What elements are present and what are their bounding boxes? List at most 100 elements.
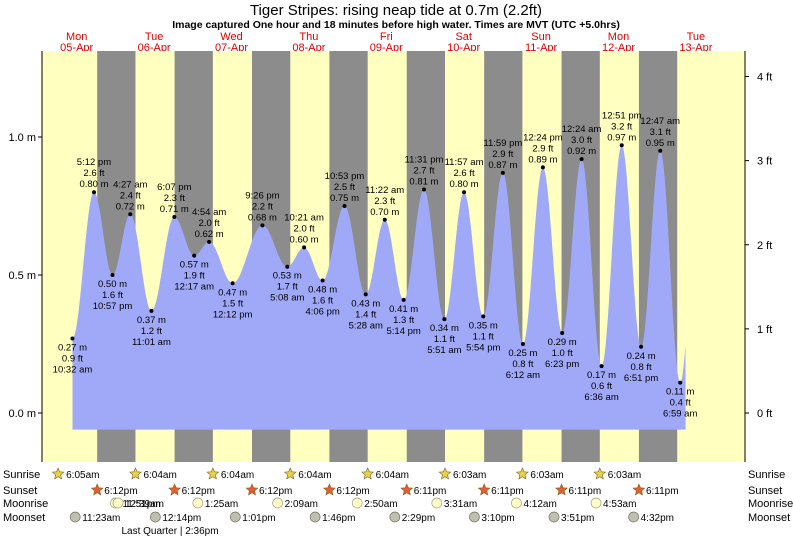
- sunset-icon: [245, 483, 259, 496]
- low-tide-m: 0.57 m: [180, 260, 209, 271]
- moonset-icon: [150, 511, 161, 523]
- extreme-dot: [678, 380, 683, 385]
- sunrise-icon: [593, 467, 607, 480]
- low-tide-ft: 1.0 ft: [552, 348, 573, 359]
- moonrise-time: 1:25am: [205, 499, 238, 510]
- moonrise-icon: [192, 497, 204, 509]
- low-tide-time: 5:54 pm: [466, 342, 500, 353]
- extreme-dot: [128, 212, 133, 217]
- low-tide-ft: 1.3 ft: [393, 315, 414, 326]
- moonrise-time: 2:50am: [364, 499, 397, 510]
- right-tick-label: 1 ft: [757, 324, 772, 336]
- extreme-dot: [207, 239, 212, 244]
- sunset-time: 6:11pm: [569, 486, 602, 497]
- moonrise-row-label-right: Moonrise: [748, 498, 793, 510]
- high-tide-ft: 2.6 ft: [83, 168, 104, 179]
- high-tide-time: 12:51 pm: [602, 110, 642, 121]
- sunrise-time: 6:03am: [453, 470, 486, 481]
- high-tide-ft: 2.7 ft: [413, 165, 434, 176]
- weekday-label: Fri: [380, 31, 393, 43]
- sunset-time: 6:12pm: [182, 486, 215, 497]
- high-tide-time: 11:59 pm: [483, 138, 522, 149]
- moonrise-icon: [431, 497, 443, 509]
- extreme-dot: [363, 292, 368, 297]
- sunset-icon: [632, 483, 646, 496]
- high-tide-time: 9:26 pm: [245, 190, 279, 201]
- low-tide-time: 12:17 am: [174, 282, 214, 293]
- sunrise-row-label-left: Sunrise: [3, 469, 40, 481]
- moonset-icon: [309, 511, 321, 523]
- left-tick-label: 0.5 m: [8, 270, 36, 282]
- high-tide-m: 0.87 m: [488, 160, 517, 171]
- high-tide-time: 11:57 am: [445, 157, 484, 168]
- sunset-time: 6:11pm: [491, 486, 524, 497]
- high-tide-ft: 2.0 ft: [294, 223, 315, 234]
- high-tide-m: 0.80 m: [79, 179, 108, 190]
- chart-title: Tiger Stripes: rising neap tide at 0.7m …: [250, 2, 542, 19]
- high-tide-ft: 2.4 ft: [120, 190, 141, 201]
- left-tick-label: 0.0 m: [8, 408, 36, 420]
- moonset-time: 1:46pm: [322, 513, 355, 524]
- low-tide-m: 0.50 m: [98, 279, 127, 290]
- high-tide-time: 12:47 am: [640, 116, 680, 127]
- low-tide-time: 11:01 am: [132, 337, 171, 348]
- moonrise-icon: [272, 497, 283, 509]
- low-tide-time: 5:14 pm: [387, 326, 421, 337]
- extreme-dot: [110, 273, 115, 277]
- moonset-row-label-left: Moonset: [3, 512, 45, 524]
- weekday-label: Tue: [145, 31, 164, 43]
- low-tide-ft: 0.8 ft: [512, 359, 533, 370]
- moonset-time: 3:10pm: [481, 513, 514, 524]
- extreme-dot: [639, 344, 644, 349]
- extreme-dot: [560, 330, 565, 335]
- moonrise-time: 4:12am: [523, 499, 556, 510]
- sunset-time: 6:11pm: [414, 486, 447, 497]
- low-tide-ft: 1.1 ft: [473, 331, 494, 342]
- high-tide-ft: 3.2 ft: [611, 121, 632, 132]
- high-tide-time: 5:12 pm: [77, 157, 111, 168]
- extreme-dot: [540, 165, 545, 170]
- extreme-dot: [172, 215, 177, 220]
- low-tide-time: 12:12 pm: [213, 309, 253, 320]
- low-tide-time: 6:51 pm: [624, 373, 658, 384]
- sunset-icon: [168, 483, 182, 496]
- sunrise-icon: [206, 467, 220, 480]
- high-tide-time: 10:21 am: [284, 212, 324, 223]
- extreme-dot: [442, 317, 447, 322]
- low-tide-ft: 0.6 ft: [591, 381, 612, 392]
- moonrise-row-label-left: Moonrise: [3, 498, 48, 510]
- low-tide-m: 0.11 m: [666, 387, 694, 398]
- sunrise-time: 6:05am: [66, 470, 99, 481]
- extreme-dot: [342, 204, 347, 208]
- moonset-time: 2:29pm: [402, 513, 435, 524]
- high-tide-time: 4:54 am: [192, 207, 226, 218]
- extreme-dot: [579, 157, 584, 162]
- extreme-dot: [260, 223, 265, 228]
- low-tide-time: 10:57 pm: [93, 301, 133, 312]
- sunrise-time: 6:03am: [530, 470, 563, 481]
- high-tide-time: 12:24 am: [562, 124, 602, 135]
- low-tide-ft: 1.9 ft: [184, 271, 205, 282]
- moon-phase-label: Last Quarter | 2:36pm: [121, 526, 218, 537]
- low-tide-ft: 1.6 ft: [312, 296, 333, 307]
- extreme-dot: [481, 314, 486, 319]
- high-tide-time: 12:24 pm: [523, 132, 563, 143]
- low-tide-time: 6:59 am: [663, 409, 697, 420]
- sunset-icon: [477, 483, 491, 496]
- sunset-icon: [555, 483, 568, 496]
- moonset-time: 12:14pm: [162, 513, 201, 524]
- extreme-dot: [320, 278, 325, 283]
- extreme-dot: [599, 364, 604, 369]
- right-tick-label: 3 ft: [757, 156, 772, 168]
- moonrise-icon: [351, 497, 363, 509]
- low-tide-time: 5:28 am: [349, 320, 383, 331]
- sunrise-time: 6:04am: [143, 470, 176, 481]
- moonset-icon: [628, 511, 639, 523]
- extreme-dot: [500, 170, 505, 175]
- low-tide-m: 0.27 m: [58, 342, 87, 353]
- low-tide-ft: 1.7 ft: [277, 282, 298, 293]
- low-tide-m: 0.41 m: [389, 304, 418, 315]
- chart-subtitle: Image captured One hour and 18 minutes b…: [172, 19, 620, 31]
- low-tide-m: 0.48 m: [308, 285, 337, 296]
